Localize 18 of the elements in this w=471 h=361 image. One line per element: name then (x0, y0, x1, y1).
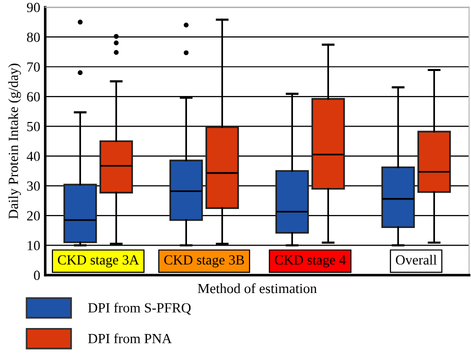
x-tick-label: CKD stage 3B (164, 255, 244, 268)
y-tick-label: 0 (34, 270, 40, 280)
y-tick-label: 90 (26, 2, 40, 12)
y-axis-title: Daily Protein Intake (g/day) (8, 64, 21, 219)
y-tick-label: 20 (27, 211, 40, 221)
x-axis-title: Method of estimation (198, 283, 317, 294)
y-tick-label: 30 (27, 181, 40, 191)
x-tick-label: Overall (396, 254, 437, 265)
y-tick-label: 50 (27, 122, 40, 132)
y-tick-label: 40 (26, 152, 40, 161)
y-tick-label: 80 (26, 32, 40, 42)
x-tick-label: CKD stage 3A (58, 255, 139, 268)
y-tick-label: 60 (27, 92, 40, 102)
x-tick-label: CKD stage 4 (274, 255, 346, 268)
y-tick-label: 10 (28, 240, 40, 250)
legend-label: DPI from S-PFRQ (88, 302, 191, 315)
legend-label: DPI from PNA (88, 333, 172, 344)
y-tick-label: 70 (27, 62, 40, 72)
